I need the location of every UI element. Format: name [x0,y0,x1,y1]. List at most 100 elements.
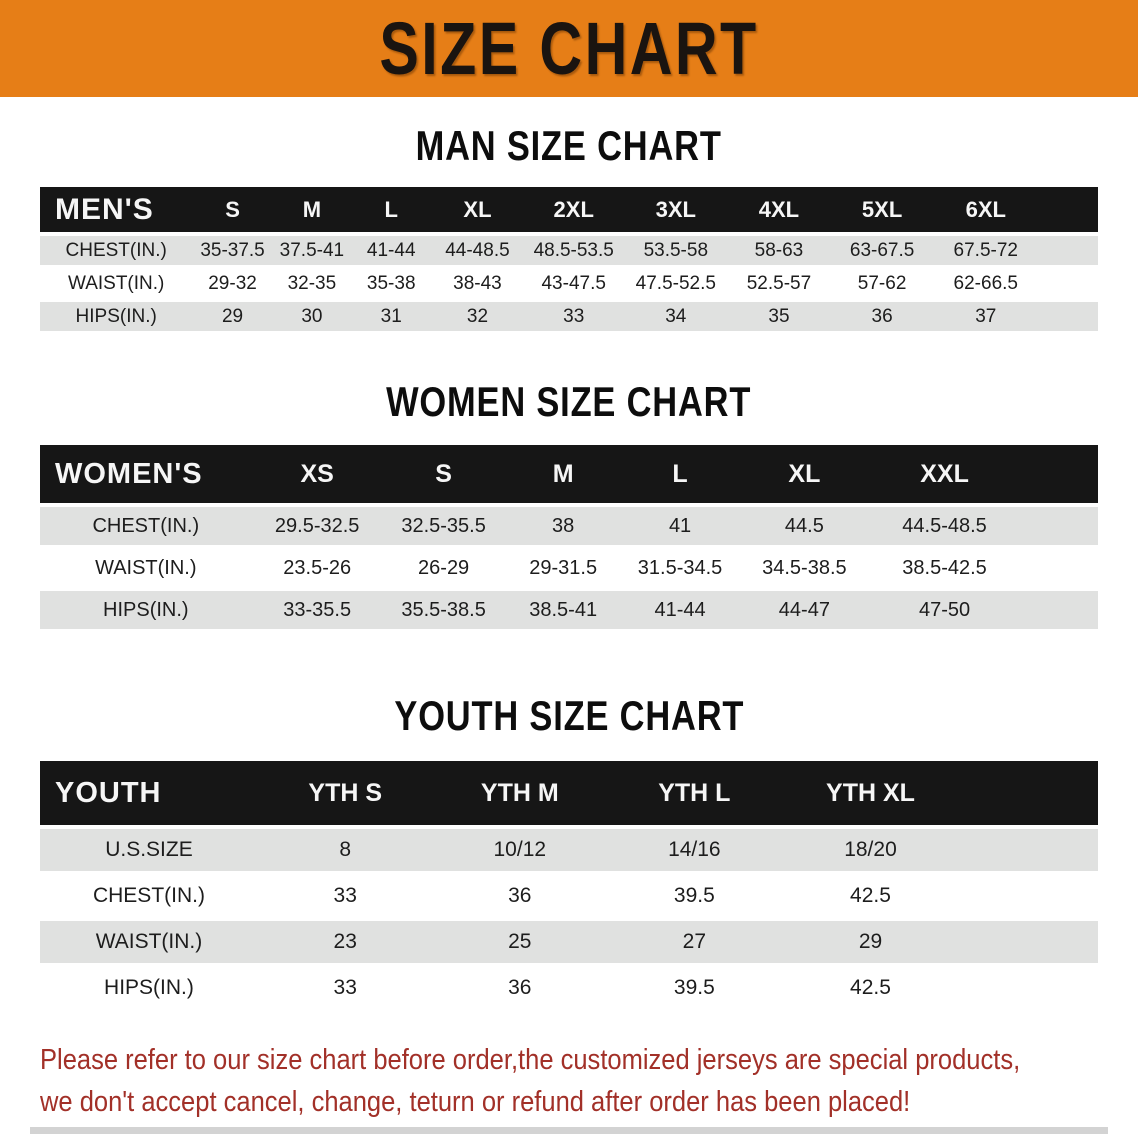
column-header: M [302,196,322,222]
womens-header-row: WOMEN'S XS S M L XL XXL [40,445,1098,503]
row-label-cell: CHEST(IN.) [65,239,167,261]
size-value-cell: 35-37.5 [200,239,265,261]
size-value-cell: 35-38 [366,272,416,294]
column-header: M [552,459,574,488]
size-value-cell: 38 [552,514,575,537]
filler-cell [1038,236,1098,265]
filler-cell [959,921,1098,963]
size-value-cell: 36 [508,976,532,999]
size-value-cell: 33-35.5 [283,598,352,621]
row-label-cell: WAIST(IN.) [95,930,203,953]
column-header: YTH L [658,778,731,807]
size-value-cell: 23.5-26 [283,556,352,579]
disclaimer-line-2: we don't accept cancel, change, teturn o… [40,1086,911,1118]
size-value-cell: 41 [668,514,692,537]
youth-header-row: YOUTH YTH S YTH M YTH L YTH XL [40,761,1098,825]
size-value-cell: 29 [858,930,883,953]
size-value-cell: 41-44 [366,239,416,261]
filler-cell [1038,269,1098,298]
size-value-cell: 14/16 [668,838,721,861]
column-header: 3XL [655,196,696,222]
size-value-cell: 29.5-32.5 [274,514,360,537]
row-label-cell: CHEST(IN.) [92,884,205,907]
size-value-cell: 35 [768,305,790,327]
size-value-cell: 44.5 [784,514,824,537]
size-chart-banner: SIZE CHART [0,0,1138,97]
column-header: 4XL [758,196,800,222]
men-section-heading: MAN SIZE CHART [0,123,1138,169]
filler-cell [1038,302,1098,331]
table-row: HIPS(IN.) 29 30 31 32 33 34 35 36 37 [40,302,1098,331]
column-header: XL [463,196,492,222]
womens-size-table: WOMEN'S XS S M L XL XXL CHEST(IN.) 29.5-… [40,441,1098,633]
size-value-cell: 39.5 [673,884,715,907]
filler-cell [959,967,1098,1009]
size-value-cell: 31.5-34.5 [637,556,723,579]
women-section-heading: WOMEN SIZE CHART [0,379,1138,425]
men-section-heading-text: MAN SIZE CHART [415,122,723,169]
size-value-cell: 37.5-41 [279,239,345,261]
mens-header-row: MEN'S S M L XL 2XL 3XL 4XL 5XL 6XL [40,187,1098,232]
banner-title: SIZE CHART [379,6,759,90]
column-header: 5XL [861,196,903,222]
size-value-cell: 43-47.5 [541,272,606,294]
size-value-cell: 58-63 [754,239,804,261]
column-header: 6XL [965,196,1006,222]
row-label-cell: HIPS(IN.) [103,598,189,621]
disclaimer-line-1: Please refer to our size chart before or… [40,1044,1021,1076]
size-value-cell: 36 [508,884,532,907]
size-value-cell: 25 [508,930,532,953]
column-header: S [225,196,240,222]
filler-cell [959,829,1098,871]
size-value-cell: 38-43 [453,272,502,294]
table-row: U.S.SIZE 8 10/12 14/16 18/20 [40,829,1098,871]
size-value-cell: 57-62 [857,272,907,294]
youth-section-heading-text: YOUTH SIZE CHART [394,692,744,739]
size-value-cell: 42.5 [850,976,891,999]
youth-section-heading: YOUTH SIZE CHART [0,693,1138,739]
column-header: YTH XL [826,778,915,807]
size-value-cell: 29-32 [208,272,257,294]
size-value-cell: 23 [333,930,357,953]
column-header: 2XL [553,196,594,222]
size-value-cell: 8 [339,838,352,861]
youth-size-table: YOUTH YTH S YTH M YTH L YTH XL U.S.SIZE … [40,757,1098,1013]
row-label-cell: HIPS(IN.) [104,976,194,999]
row-label-cell: WAIST(IN.) [95,556,197,579]
size-value-cell: 47.5-52.5 [635,272,716,294]
size-value-cell: 34 [665,305,687,327]
size-value-cell: 44-47 [778,598,830,621]
size-value-cell: 34.5-38.5 [762,556,847,579]
size-value-cell: 63-67.5 [849,239,915,261]
womens-band-label: WOMEN'S [55,457,203,490]
size-value-cell: 62-66.5 [953,272,1018,294]
table-row: WAIST(IN.) 23 25 27 29 [40,921,1098,963]
size-value-cell: 29-31.5 [529,556,598,579]
table-row: WAIST(IN.) 29-32 32-35 35-38 38-43 43-47… [40,269,1098,298]
size-value-cell: 31 [380,305,402,327]
size-value-cell: 39.5 [673,976,715,999]
mens-band-label: MEN'S [55,192,154,226]
size-value-cell: 32-35 [287,272,337,294]
size-value-cell: 18/20 [844,838,897,861]
women-section-heading-text: WOMEN SIZE CHART [386,378,752,425]
column-header: S [435,459,452,488]
size-value-cell: 33 [333,884,357,907]
size-value-cell: 44.5-48.5 [902,514,987,537]
size-value-cell: 44-48.5 [445,239,510,261]
size-value-cell: 47-50 [918,598,971,621]
size-value-cell: 33 [333,976,357,999]
size-value-cell: 48.5-53.5 [533,239,614,261]
size-value-cell: 52.5-57 [746,272,812,294]
row-label-cell: U.S.SIZE [105,838,193,861]
table-row: CHEST(IN.) 35-37.5 37.5-41 41-44 44-48.5… [40,236,1098,265]
size-value-cell: 30 [301,305,323,327]
table-row: HIPS(IN.) 33 36 39.5 42.5 [40,967,1098,1009]
filler-cell [1038,187,1098,232]
table-row: CHEST(IN.) 29.5-32.5 32.5-35.5 38 41 44.… [40,507,1098,545]
size-value-cell: 37 [975,305,997,327]
table-row: HIPS(IN.) 33-35.5 35.5-38.5 38.5-41 41-4… [40,591,1098,629]
filler-cell [959,875,1098,917]
column-header: XL [788,459,821,488]
size-value-cell: 67.5-72 [953,239,1018,261]
